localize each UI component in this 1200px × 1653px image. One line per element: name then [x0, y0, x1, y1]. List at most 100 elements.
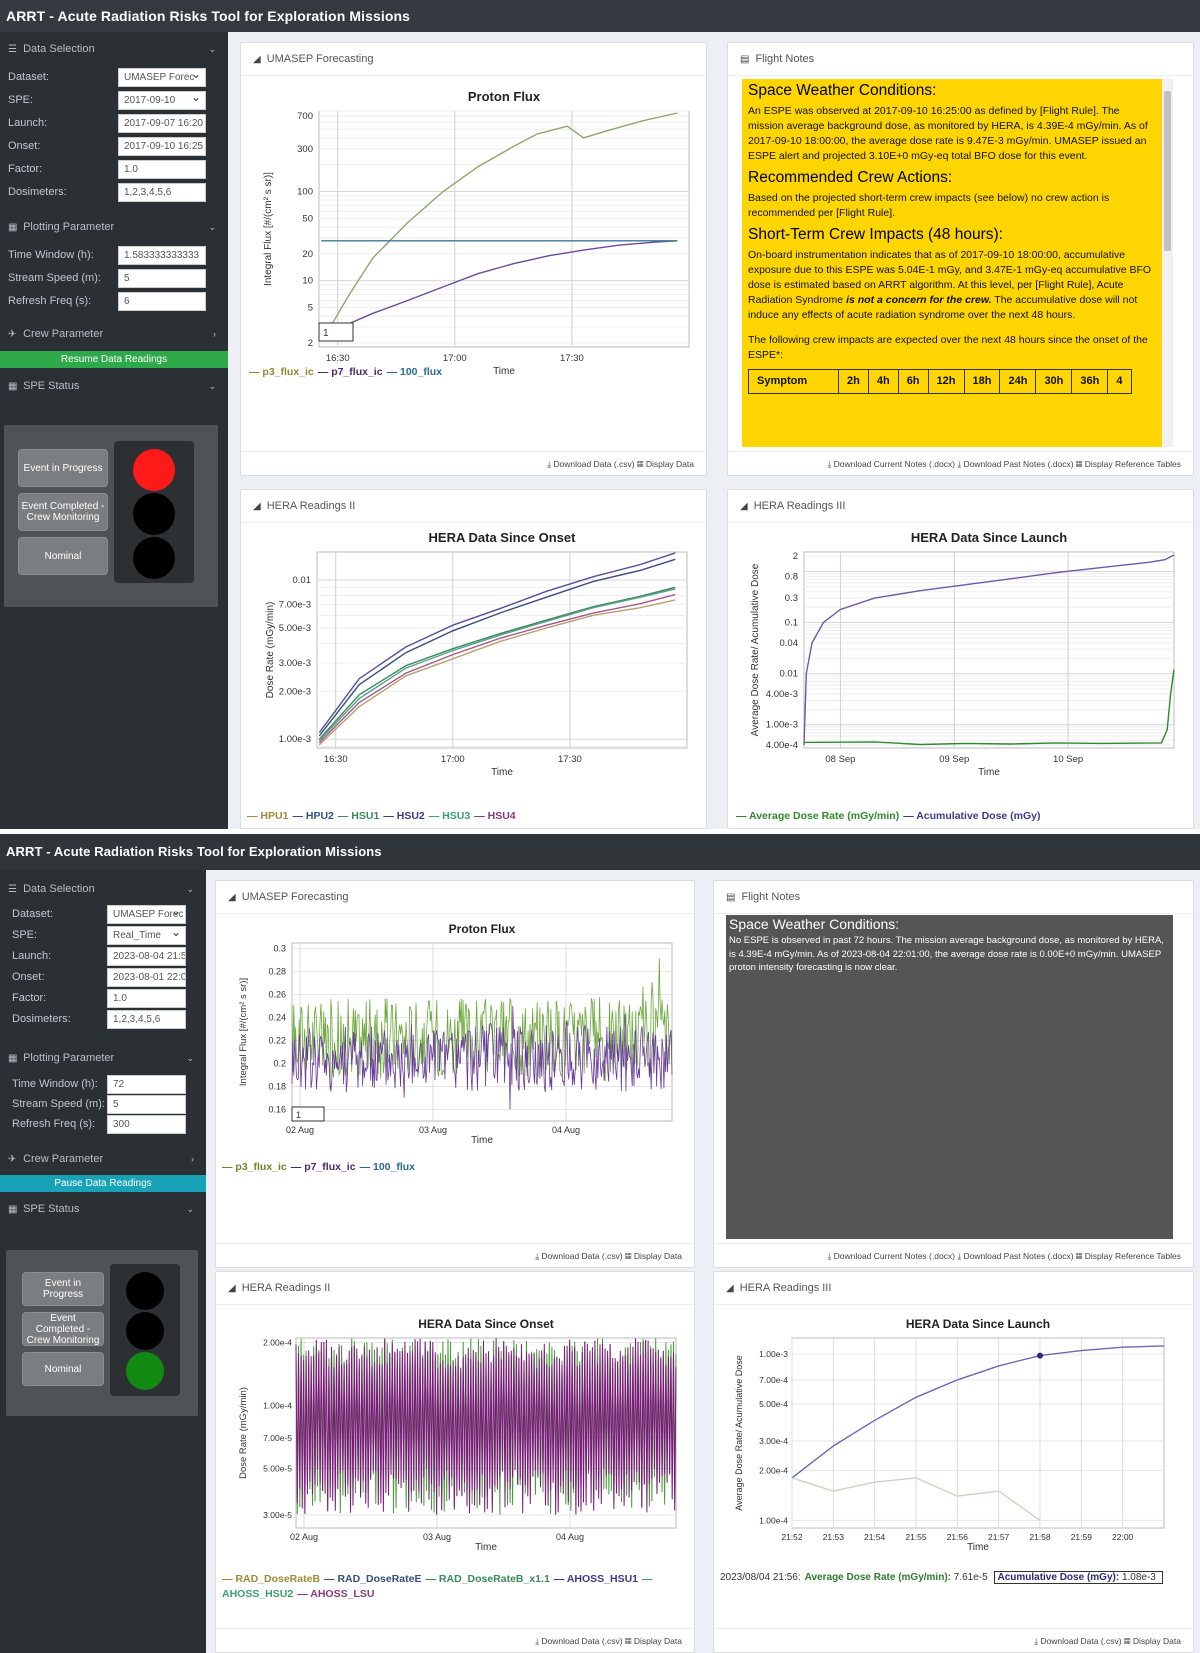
pause-data-readings-button[interactable]: Pause Data Readings — [0, 1175, 206, 1192]
legend-item[interactable]: — p3_flux_ic — [222, 1161, 287, 1173]
spe-status-panel: Event in Progress Event Completed - Crew… — [4, 425, 218, 607]
rocket-icon: ✈ — [8, 1154, 17, 1165]
legend-item[interactable]: — HSU1 — [337, 810, 380, 822]
input-field[interactable]: 1,2,3,4,5,6 — [118, 183, 206, 202]
legend-item[interactable]: — Average Dose Rate (mGy/min) — [736, 810, 900, 822]
field-label: Refresh Freq (s): — [8, 295, 92, 307]
legend-item[interactable]: — p7_flux_ic — [290, 1161, 356, 1173]
panel-footer[interactable]: ⤓ Download Data (.csv) ▦ Display Data — [241, 451, 706, 475]
field-label: Time Window (h): — [8, 249, 94, 261]
input-field[interactable]: 300 — [107, 1115, 186, 1134]
y-tick-label: 2.00e-3 — [279, 686, 311, 697]
input-field[interactable]: 2017-09-10 16:25 — [118, 137, 206, 156]
y-tick-label: 3.00e-3 — [279, 658, 311, 669]
event-in-progress-button[interactable]: Event in Progress — [22, 1272, 104, 1306]
cursor-value-box — [318, 322, 354, 342]
legend-item[interactable]: — RAD_DoseRateB — [222, 1573, 321, 1585]
select-field[interactable]: Real_Time — [107, 926, 186, 945]
chart-title: Proton Flux — [468, 89, 541, 104]
table-cell: 30h — [1035, 369, 1073, 394]
data-selection-header[interactable]: ☰ Data Selection ⌄ — [0, 40, 228, 58]
input-field[interactable]: 2023-08-01 22:02 — [107, 968, 186, 987]
legend-item[interactable]: — HSU3 — [428, 810, 471, 822]
proton-flux-chart[interactable]: Proton Flux 700 300 100 50 20 10 5 2 16:30 17:00 17… — [241, 83, 708, 443]
series-line-p7-flux-ic — [291, 1005, 673, 1110]
legend-item[interactable]: — AHOSS_HSU1 — [553, 1573, 639, 1585]
sticky-note-icon: ▤ — [726, 892, 736, 903]
legend-item[interactable]: — HSU4 — [474, 810, 516, 822]
plotting-parameter-header[interactable]: ▦ Plotting Parameter ⌄ — [0, 1049, 206, 1067]
proton-flux-chart[interactable]: Proton Flux 0.3 0.28 0.26 0.24 0.22 0.2 0.18 0.1… — [216, 915, 696, 1165]
x-tick-label: 21:56 — [947, 1532, 969, 1542]
app-title: ARRT - Acute Radiation Risks Tool for Ex… — [0, 834, 1200, 870]
select-field[interactable]: UMASEP Forec — [118, 68, 206, 87]
panel-footer[interactable]: ⤓ Download Data (.csv) ▦ Display Data — [216, 1628, 694, 1652]
legend-item[interactable]: — AHOSS_LSU — [297, 1588, 375, 1600]
panel-footer[interactable]: ⤓ Download Data (.csv) ▦ Display Data — [216, 1243, 694, 1267]
hera-launch-chart[interactable]: HERA Data Since Launch 2 0.8 0.3 0.1 0.04 0.01… — [728, 524, 1195, 804]
legend-item[interactable]: — RAD_DoseRateB_x1.1 — [425, 1573, 550, 1585]
input-field[interactable]: 1.0 — [118, 160, 206, 179]
table-cell: 4h — [867, 369, 899, 394]
table-icon: ▦ — [8, 222, 18, 233]
legend-item[interactable]: — HPU1 — [247, 810, 289, 822]
panel-header: ◢ HERA Readings III — [728, 490, 1193, 523]
crew-parameter-header[interactable]: ✈ Crew Parameter › — [0, 325, 228, 343]
legend-item[interactable]: — HPU2 — [292, 810, 334, 822]
legend-item[interactable]: — p3_flux_ic — [249, 366, 314, 378]
series-line-p3-flux-ic — [325, 112, 678, 335]
series-line-average-dose-rate-mgy-min- — [803, 669, 1175, 746]
spe-status-header[interactable]: ▦ SPE Status ⌄ — [0, 1200, 206, 1218]
y-tick-label: 20 — [302, 249, 313, 260]
hera-onset-chart[interactable]: HERA Data Since Onset 2.00e-4 1.00e-4 7.00e… — [216, 1310, 696, 1570]
event-completed-button[interactable]: Event Completed - Crew Monitoring — [22, 1312, 104, 1346]
select-field[interactable]: UMASEP Forec — [107, 905, 186, 924]
legend-item[interactable]: — AHOSS_HSU2 — [222, 1573, 653, 1600]
y-tick-label: 3.00e-5 — [263, 1510, 292, 1520]
input-field[interactable]: 1.583333333333 — [118, 246, 206, 265]
input-field[interactable]: 5 — [107, 1095, 186, 1114]
plot-area — [318, 110, 690, 348]
hera-onset-chart[interactable]: HERA Data Since Onset 0.01 7.00e-3 5.00e-3 3… — [241, 524, 708, 804]
legend-item[interactable]: — 100_flux — [386, 366, 443, 378]
flight-notes-panel: ▤ Flight Notes Space Weather Conditions: … — [727, 42, 1194, 476]
y-tick-label: 3.00e-4 — [759, 1436, 788, 1446]
panel-footer[interactable]: ⤓ Download Data (.csv) ▦ Display Data — [714, 1628, 1193, 1652]
input-field[interactable]: 6 — [118, 292, 206, 311]
input-field[interactable]: 1.0 — [107, 989, 186, 1008]
x-tick-label: 02 Aug — [286, 1125, 314, 1135]
nominal-button[interactable]: Nominal — [18, 537, 108, 575]
legend-item[interactable]: — RAD_DoseRateE — [324, 1573, 422, 1585]
field-label: Dosimeters: — [12, 1013, 71, 1025]
legend-item[interactable]: — Acumulative Dose (mGy) — [903, 810, 1041, 822]
field-label: Onset: — [8, 140, 41, 152]
event-completed-button[interactable]: Event Completed - Crew Monitoring — [18, 493, 108, 531]
input-field[interactable]: 72 — [107, 1075, 186, 1094]
input-field[interactable]: 2017-09-07 16:20 — [118, 114, 206, 133]
panel-header: ▤ Flight Notes — [714, 881, 1193, 914]
resume-data-readings-button[interactable]: Resume Data Readings — [0, 351, 228, 368]
panel-footer[interactable]: ⤓ Download Current Notes (.docx) ⤓ Downl… — [728, 451, 1193, 475]
area-chart-icon: ◢ — [228, 1283, 236, 1294]
input-field[interactable]: 5 — [118, 269, 206, 288]
legend-item[interactable]: — 100_flux — [359, 1161, 416, 1173]
scrollbar-thumb[interactable] — [1164, 91, 1171, 251]
input-field[interactable]: 2023-08-04 21:52 — [107, 947, 186, 966]
select-field[interactable]: 2017-09-10 — [118, 91, 206, 110]
spe-status-header[interactable]: ▦ SPE Status ⌄ — [0, 377, 228, 395]
input-field[interactable]: 1,2,3,4,5,6 — [107, 1010, 186, 1029]
hera-launch-chart[interactable]: HERA Data Since Launch 1.00e-3 7.00e-4 5.00… — [714, 1310, 1195, 1570]
legend-item[interactable]: — p7_flux_ic — [317, 366, 383, 378]
legend-item[interactable]: — HSU2 — [383, 810, 425, 822]
y-tick-label: 0.1 — [785, 618, 798, 629]
field-label: SPE: — [8, 94, 34, 106]
panel-footer[interactable]: ⤓ Download Current Notes (.docx) ⤓ Downl… — [714, 1243, 1193, 1267]
data-selection-header[interactable]: ☰ Data Selection ⌄ — [0, 880, 206, 898]
crew-parameter-header[interactable]: ✈ Crew Parameter › — [0, 1150, 206, 1168]
nominal-button[interactable]: Nominal — [22, 1352, 104, 1386]
notes-scrollbar[interactable] — [1162, 79, 1173, 447]
area-chart-icon: ◢ — [726, 1283, 734, 1294]
field-label: Time Window (h): — [12, 1078, 98, 1090]
plotting-parameter-header[interactable]: ▦ Plotting Parameter ⌄ — [0, 218, 228, 236]
event-in-progress-button[interactable]: Event in Progress — [18, 449, 108, 487]
